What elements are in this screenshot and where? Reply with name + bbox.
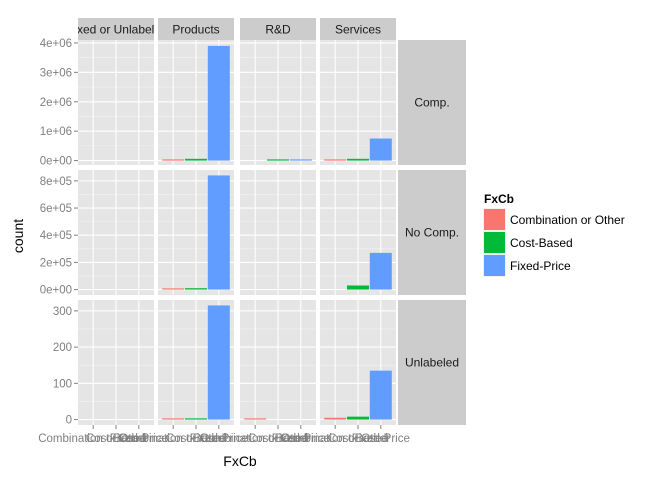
column-strip-background [320,18,396,40]
bar [185,418,207,420]
y-tick-label: 100 [53,378,72,390]
facet-panel [158,170,234,295]
x-tick-label: Cost-Based [86,433,146,445]
column-strip-background [78,18,154,40]
row-strip-background [398,40,466,165]
legend: FxCb Combination or Other Cost-Based Fixed-… [483,192,625,277]
x-tick-label: Fixed-Price [110,433,168,445]
legend-key-swatch [484,232,505,253]
row-strip-background [398,300,466,425]
legend-key-swatch [484,209,505,230]
y-axis-title: count [10,219,26,253]
legend-item: Combination or Other [483,208,625,231]
facet-panel [158,300,234,425]
legend-key-swatch [484,255,505,276]
y-tick-label: 2e+06 [40,97,72,109]
legend-label: Cost-Based [510,236,573,250]
y-tick-label: 8e+05 [40,176,72,188]
column-strip: Mixed or Unlabeled [64,18,167,40]
x-tick-label: Combination or Other [280,433,390,445]
y-tick-label: 2e+05 [40,257,72,269]
row-strip: Unlabeled [398,300,466,425]
legend-item: Fixed-Price [483,254,571,277]
bar [207,45,230,161]
facet-panel [320,300,396,425]
bar [162,288,185,290]
facet-panel [320,40,396,165]
bar [162,418,185,420]
bar [185,288,207,290]
bar [369,370,392,420]
y-tick-label: 4e+06 [40,38,72,50]
row-strip-label: No Comp. [405,226,459,240]
bar [369,252,392,290]
facet-panel [240,300,316,425]
bar [244,418,267,420]
bar [347,416,369,420]
column-strip-label: R&D [265,23,291,37]
y-tick-label: 300 [53,306,72,318]
y-tick-label: 4e+05 [40,230,72,242]
bar [347,285,369,290]
column-strip: Products [158,18,234,40]
column-strip-label: Products [172,23,219,37]
facet-panel [240,170,316,295]
y-tick-label: 0e+00 [40,156,72,168]
y-tick-label: 1e+06 [40,126,72,138]
column-strip-background [158,18,234,40]
x-tick-label: Cost-Based [166,433,226,445]
bar [207,175,230,290]
facet-panel [78,300,154,425]
x-tick-label: Fixed-Price [272,433,330,445]
x-tick-label: Cost-Based [248,433,308,445]
row-strip-label: Unlabeled [405,356,459,370]
column-strip-label: Mixed or Unlabeled [64,23,167,37]
bar [267,159,289,161]
bar [289,159,312,161]
bar [369,138,392,161]
y-tick-label: 0 [66,415,72,427]
x-tick-label: Combination or Other [38,433,148,445]
bar [347,158,369,161]
column-strip: R&D [240,18,316,40]
row-strip: Comp. [398,40,466,165]
column-strip-label: Services [335,23,381,37]
legend-label: Combination or Other [510,213,625,227]
facet-panel [320,170,396,295]
x-tick-label: Cost-Based [328,433,388,445]
bar [185,158,207,161]
x-tick-label: Combination or Other [200,433,310,445]
bar [162,159,185,161]
x-tick-label: Fixed-Price [352,433,410,445]
bar [207,305,230,420]
y-tick-label: 200 [53,342,72,354]
facet-panel [78,40,154,165]
legend-item: Cost-Based [483,231,573,254]
y-tick-label: 6e+05 [40,203,72,215]
facet-panel [158,40,234,165]
column-strip: Services [320,18,396,40]
facet-panel [78,170,154,295]
legend-label: Fixed-Price [510,259,571,273]
legend-title: FxCb [484,192,514,206]
x-tick-label: Combination or Other [118,433,228,445]
x-tick-label: Fixed-Price [190,433,248,445]
bar [324,159,347,161]
y-tick-label: 0e+00 [40,285,72,297]
y-tick-label: 3e+06 [40,67,72,79]
facet-panel [240,40,316,165]
x-axis-title: FxCb [223,453,257,469]
bar [324,417,347,420]
row-strip-label: Comp. [414,96,449,110]
row-strip-background [398,170,466,295]
row-strip: No Comp. [398,170,466,295]
column-strip-background [240,18,316,40]
